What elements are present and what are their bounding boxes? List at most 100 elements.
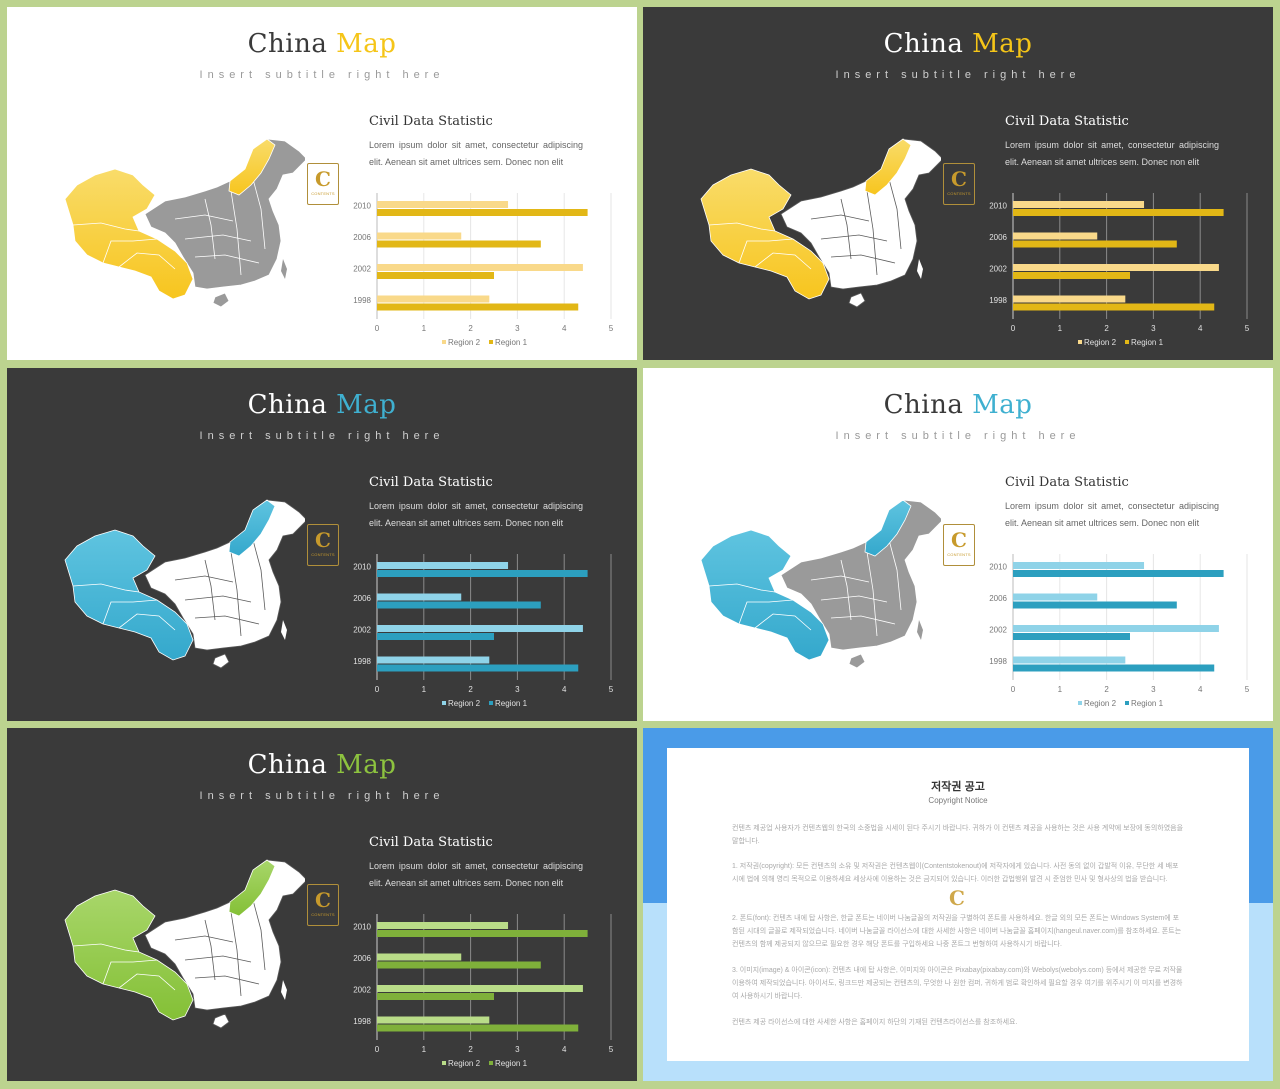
contents-logo-badge: C CONTENTS: [307, 884, 339, 926]
title-word-china: China: [883, 390, 964, 420]
slide-title: China Map: [7, 390, 637, 420]
y-tick-label: 2010: [989, 563, 1007, 572]
x-tick-label: 4: [562, 324, 567, 333]
bar-region-2: [377, 625, 583, 632]
y-tick-label: 2006: [989, 233, 1007, 242]
y-tick-label: 2002: [989, 626, 1007, 635]
title-word-map: Map: [972, 29, 1033, 59]
bar-region-1: [377, 240, 541, 248]
legend-swatch-region-2: [442, 701, 446, 705]
x-tick-label: 5: [609, 324, 614, 333]
x-tick-label: 2: [1104, 685, 1109, 694]
legend-swatch-region-1: [489, 1061, 493, 1065]
contents-logo-badge: C CONTENTS: [943, 524, 975, 566]
x-tick-label: 0: [375, 685, 380, 694]
map-region-taiwan: [917, 259, 923, 279]
bar-region-1: [377, 961, 541, 969]
contents-logo-badge: C CONTENTS: [307, 524, 339, 566]
bar-region-2: [1013, 264, 1219, 271]
map-region-taiwan: [281, 259, 287, 279]
stat-title: Civil Data Statistic: [369, 835, 493, 850]
copyright-paragraph-3: 3. 이미지(image) & 아이콘(icon): 컨텐츠 내에 탑 사항은,…: [732, 967, 1183, 1000]
slide-copyright-notice[interactable]: 저작권 공고 Copyright Notice 컨텐츠 제공업 사용자가 컨텐츠…: [643, 728, 1273, 1081]
badge-letter: C: [951, 167, 967, 191]
map-region-hainan: [212, 1013, 230, 1029]
badge-text: CONTENTS: [947, 191, 971, 196]
legend-label-region-1: Region 1: [495, 338, 528, 347]
contents-logo-badge: C CONTENTS: [307, 163, 339, 205]
title-word-map: Map: [336, 390, 397, 420]
stat-body: Lorem ipsum dolor sit amet, consectetur …: [1005, 140, 1219, 167]
bar-region-2: [377, 562, 509, 569]
legend-swatch-region-2: [1078, 340, 1082, 344]
badge-letter: C: [315, 888, 331, 912]
bar-region-1: [377, 664, 579, 672]
bar-region-1: [377, 930, 588, 937]
x-tick-label: 2: [468, 685, 473, 694]
bar-region-1: [377, 303, 579, 311]
x-tick-label: 3: [515, 324, 520, 333]
bar-region-2: [377, 1016, 490, 1024]
y-tick-label: 2006: [353, 954, 371, 963]
slide-subtitle: Insert subtitle right here: [835, 430, 1081, 442]
civil-data-bar-chart: 0 1 2 3 4 5 2010 2006 2002 1998 Region 2 Region 1: [989, 193, 1250, 347]
x-tick-label: 5: [1245, 324, 1250, 333]
legend-swatch-region-2: [442, 1061, 446, 1065]
badge-text: CONTENTS: [311, 912, 335, 917]
legend-label-region-2: Region 2: [448, 338, 481, 347]
bar-region-2: [377, 593, 462, 601]
y-tick-label: 2010: [353, 202, 371, 211]
slide-blue-light[interactable]: China Map Insert subtitle right here C C…: [643, 368, 1273, 721]
legend-label-region-2: Region 2: [448, 699, 481, 708]
copyright-subtitle: Copyright Notice: [928, 796, 988, 805]
slide-yellow-light[interactable]: China Map Insert subtitle right here C C…: [7, 7, 637, 360]
x-tick-label: 1: [422, 1045, 427, 1054]
civil-data-bar-chart: 0 1 2 3 4 5 2010 2006 2002 1998 Region 2 Region 1: [353, 193, 614, 347]
bar-region-2: [377, 232, 462, 240]
x-tick-label: 0: [1011, 324, 1016, 333]
y-tick-label: 2002: [353, 265, 371, 274]
bar-region-2: [377, 264, 583, 271]
stat-title: Civil Data Statistic: [369, 475, 493, 490]
y-tick-label: 2006: [989, 594, 1007, 603]
x-tick-label: 5: [609, 1045, 614, 1054]
x-tick-label: 5: [1245, 685, 1250, 694]
title-word-china: China: [883, 29, 964, 59]
badge-letter: C: [951, 528, 967, 552]
map-region-hainan: [212, 292, 230, 308]
bar-region-2: [377, 922, 509, 929]
y-tick-label: 2002: [989, 265, 1007, 274]
badge-letter: C: [315, 167, 331, 191]
china-map: [64, 859, 305, 1029]
title-word-map: Map: [972, 390, 1033, 420]
stat-body: Lorem ipsum dolor sit amet, consectetur …: [369, 140, 583, 167]
bar-region-2: [1013, 562, 1145, 569]
map-region-northeast: [228, 859, 276, 917]
stat-title: Civil Data Statistic: [1005, 114, 1129, 129]
legend-swatch-region-2: [1078, 701, 1082, 705]
title-word-china: China: [247, 750, 328, 780]
y-tick-label: 1998: [353, 657, 371, 666]
badge-text: CONTENTS: [947, 552, 971, 557]
bar-region-1: [377, 570, 588, 577]
bar-region-2: [377, 295, 490, 303]
legend-label-region-2: Region 2: [1084, 699, 1117, 708]
bar-region-1: [1013, 570, 1224, 577]
x-tick-label: 0: [1011, 685, 1016, 694]
bar-region-2: [1013, 295, 1126, 303]
slide-blue-dark[interactable]: China Map Insert subtitle right here C C…: [7, 368, 637, 721]
copyright-intro: 컨텐츠 제공업 사용자가 컨텐츠웹의 한국의 소중법을 시세이 된다 주시기 바…: [732, 825, 1184, 845]
y-tick-label: 1998: [353, 296, 371, 305]
civil-data-bar-chart: 0 1 2 3 4 5 2010 2006 2002 1998 Region 2 Region 1: [989, 554, 1250, 708]
china-map: [64, 499, 305, 669]
slide-yellow-dark[interactable]: China Map Insert subtitle right here C C…: [643, 7, 1273, 360]
bar-region-1: [1013, 633, 1130, 640]
y-tick-label: 2002: [353, 626, 371, 635]
bar-region-1: [377, 601, 541, 609]
legend-swatch-region-1: [1125, 340, 1129, 344]
slide-subtitle: Insert subtitle right here: [835, 69, 1081, 81]
civil-data-bar-chart: 0 1 2 3 4 5 2010 2006 2002 1998 Region 2 Region 1: [353, 914, 614, 1068]
y-tick-label: 2006: [353, 594, 371, 603]
bar-region-1: [1013, 209, 1224, 216]
slide-green-dark[interactable]: China Map Insert subtitle right here C C…: [7, 728, 637, 1081]
